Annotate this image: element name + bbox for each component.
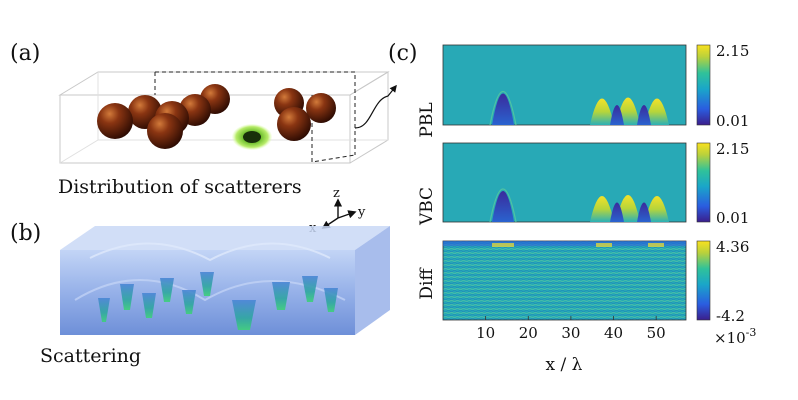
cell-scatterer [232, 124, 272, 150]
colorbar-pbl-min: 0.01 [716, 112, 749, 130]
colorbar-diff [696, 240, 711, 321]
axes-triad [321, 198, 357, 229]
scale-exponent: -3 [746, 326, 757, 339]
scattering-volume [60, 226, 390, 335]
x-tick-label: 40 [604, 324, 623, 342]
panel-b-label: (b) [10, 221, 41, 246]
scattering-cones [98, 272, 338, 330]
x-tick-label: 50 [647, 324, 666, 342]
sphere [97, 103, 133, 139]
x-tick-label: 20 [519, 324, 538, 342]
colorbar-vbc [696, 142, 711, 223]
colorbar-diff-max: 4.36 [716, 238, 749, 256]
panel-a-label: (a) [10, 41, 40, 66]
axis-z-label: z [333, 186, 340, 201]
map-label-vbc: VBC [417, 187, 437, 226]
panel-b-caption: Scattering [40, 345, 141, 367]
map-label-pbl: PBL [417, 102, 437, 137]
panel-a-caption: Distribution of scatterers [58, 176, 302, 198]
sphere [277, 107, 311, 141]
map-pbl [442, 44, 687, 126]
scatterer-spheres [97, 84, 336, 149]
panel-c-label: (c) [388, 41, 418, 66]
colorbar-pbl [696, 44, 711, 126]
x-axis-ticks: 10 20 30 40 50 [476, 316, 666, 342]
map-label-diff: Diff [417, 267, 437, 300]
x-axis-label: x / λ [546, 355, 583, 375]
colorbar-pbl-max: 2.15 [716, 42, 749, 60]
scale-base: ×10 [714, 329, 746, 347]
x-tick-label: 10 [476, 324, 495, 342]
callout-arrow [354, 84, 397, 129]
axis-y-label: y [357, 205, 366, 220]
map-diff [442, 240, 687, 321]
x-tick-label: 30 [561, 324, 580, 342]
map-vbc [442, 142, 687, 223]
colorbar-diff-scale: ×10-3 [714, 326, 756, 347]
colorbar-vbc-min: 0.01 [716, 209, 749, 227]
colorbar-vbc-max: 2.15 [716, 140, 749, 158]
colorbar-diff-min: -4.2 [716, 307, 745, 325]
sphere [147, 113, 183, 149]
sphere [306, 93, 336, 123]
